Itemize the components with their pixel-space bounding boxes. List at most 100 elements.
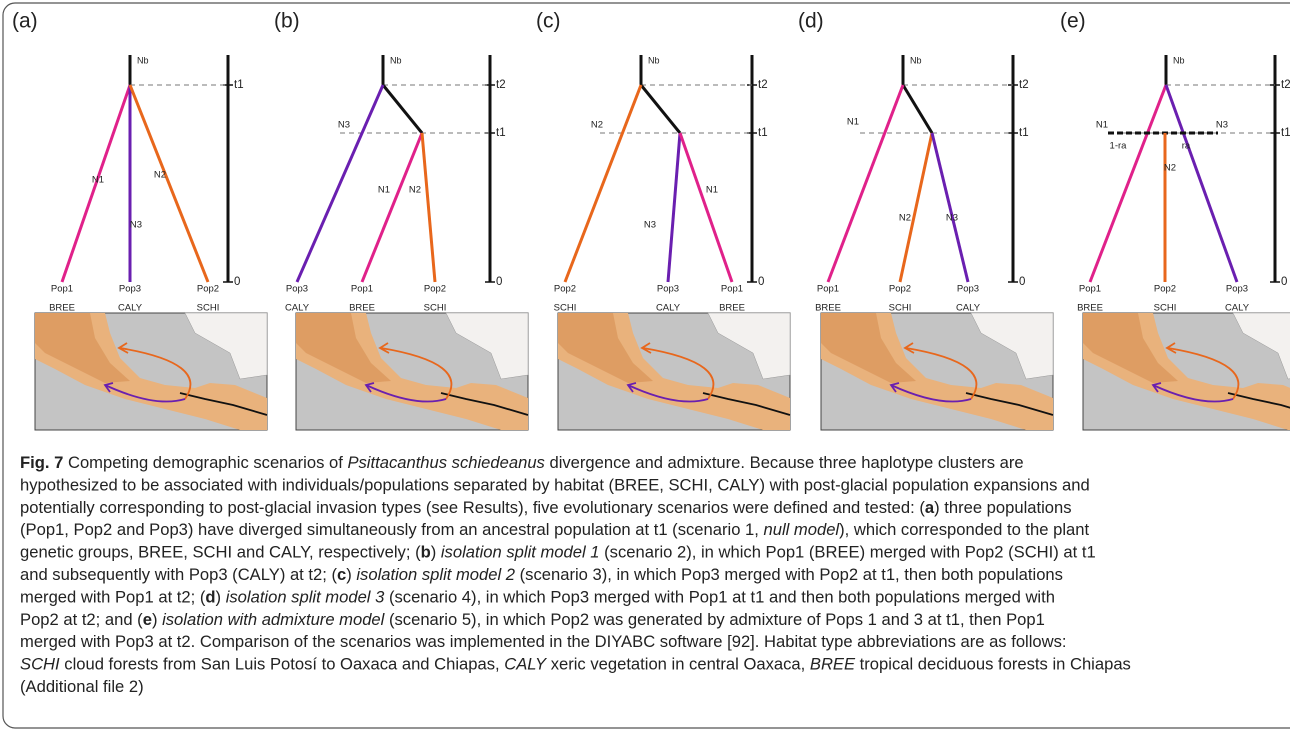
caption-line: Fig. 7 Competing demographic scenarios o…: [20, 453, 1024, 472]
branch-label: N3: [1216, 120, 1228, 131]
population-label: Pop2: [889, 284, 911, 295]
map: [35, 313, 267, 430]
time-label: t1: [758, 127, 768, 139]
habitat-label: CALY: [118, 303, 143, 314]
caption-text: (Pop1, Pop2 and Pop3) have diverged simu…: [20, 521, 763, 540]
habitat-label: SCHI: [1154, 303, 1177, 314]
habitat-label: SCHI: [424, 303, 447, 314]
branch-label: N3: [130, 220, 142, 231]
caption-line: potentially corresponding to post-glacia…: [20, 498, 1072, 517]
population-label: Pop1: [817, 284, 839, 295]
time-label: t2: [496, 79, 506, 91]
map: [558, 313, 790, 430]
caption-line: hypothesized to be associated with indiv…: [20, 476, 1090, 495]
figure: (a) Nb t1 0 N1 N3 N2 Pop1 BREE Pop3 CALY Pop2 SCHI (b…: [0, 0, 1290, 733]
branch-label: N2: [409, 185, 421, 196]
caption-text: (scenario 3), in which Pop3 merged with …: [515, 565, 1063, 584]
habitat-label: SCHI: [554, 303, 577, 314]
caption-text: ), which corresponded to the plant: [839, 521, 1089, 540]
tree-branch: [297, 85, 383, 282]
tree-branch: [932, 133, 968, 282]
tree-branch: [900, 133, 932, 282]
caption-text: ) three populations: [934, 498, 1071, 517]
tree-branch: [362, 133, 422, 282]
map: [821, 313, 1053, 430]
branch-label: 1-ra: [1110, 141, 1128, 152]
branch-label: N3: [644, 220, 656, 231]
caption-text: (scenario 2), in which Pop1 (BREE) merge…: [600, 543, 1096, 562]
caption-line: (Additional file 2): [20, 677, 144, 696]
branch-label: N3: [338, 120, 350, 131]
tree-branch: [903, 85, 932, 133]
caption-text: ): [216, 588, 226, 607]
population-label: Pop1: [1079, 284, 1101, 295]
branch-label: N2: [1164, 163, 1176, 174]
habitat-label: BREE: [719, 303, 745, 314]
caption-line: Pop2 at t2; and (e) isolation with admix…: [20, 610, 1045, 629]
caption-text: BREE: [810, 655, 856, 674]
caption-line: genetic groups, BREE, SCHI and CALY, res…: [20, 543, 1096, 562]
tree-branch: [565, 85, 641, 282]
time-label: t1: [1019, 127, 1029, 139]
caption-text: Fig. 7: [20, 453, 63, 472]
map: [1083, 313, 1290, 430]
population-label: Pop3: [286, 284, 308, 295]
time-label: 0: [1281, 276, 1287, 288]
habitat-label: SCHI: [197, 303, 220, 314]
caption-line: (Pop1, Pop2 and Pop3) have diverged simu…: [20, 521, 1089, 540]
caption-line: merged with Pop3 at t2. Comparison of th…: [20, 633, 1067, 652]
branch-label: N2: [591, 120, 603, 131]
caption-text: SCHI: [20, 655, 60, 674]
population-label: Pop3: [1226, 284, 1248, 295]
caption-text: cloud forests from San Luis Potosí to Oa…: [60, 655, 505, 674]
time-label: 0: [496, 276, 502, 288]
habitat-label: CALY: [285, 303, 310, 314]
tree-branch: [828, 85, 903, 282]
population-label: Pop3: [957, 284, 979, 295]
panel-label: (d): [798, 10, 824, 33]
caption-text: null model: [763, 521, 840, 540]
root-label: Nb: [910, 55, 922, 65]
tree-branch: [680, 133, 732, 282]
caption-text: isolation split model 1: [441, 543, 600, 562]
time-label: t1: [1281, 127, 1290, 139]
tree-branch: [668, 133, 680, 282]
habitat-label: BREE: [1077, 303, 1103, 314]
caption-text: and subsequently with Pop3 (CALY) at t2;…: [20, 565, 337, 584]
caption-text: (Additional file 2): [20, 677, 144, 696]
caption-text: c: [337, 565, 346, 584]
caption-text: ): [346, 565, 356, 584]
branch-label: ra: [1182, 141, 1191, 152]
caption-text: d: [205, 588, 215, 607]
caption-text: (scenario 5), in which Pop2 was generate…: [384, 610, 1044, 629]
time-label: t1: [496, 127, 506, 139]
habitat-label: SCHI: [889, 303, 912, 314]
branch-label: N1: [706, 185, 718, 196]
caption-text: Psittacanthus schiedeanus: [347, 453, 544, 472]
caption-text: ): [431, 543, 441, 562]
caption-text: potentially corresponding to post-glacia…: [20, 498, 925, 517]
root-label: Nb: [137, 55, 149, 65]
population-label: Pop3: [657, 284, 679, 295]
tree-branch: [130, 85, 208, 282]
caption-text: CALY: [504, 655, 548, 674]
map: [296, 313, 528, 430]
population-label: Pop2: [1154, 284, 1176, 295]
branch-label: N2: [154, 170, 166, 181]
tree-branch: [1166, 85, 1237, 282]
habitat-label: CALY: [956, 303, 981, 314]
time-label: t2: [1019, 79, 1029, 91]
caption-text: ): [152, 610, 162, 629]
caption-text: xeric vegetation in central Oaxaca,: [546, 655, 810, 674]
caption-text: Competing demographic scenarios of: [63, 453, 347, 472]
time-label: 0: [1019, 276, 1025, 288]
panel-label: (e): [1060, 10, 1086, 33]
population-label: Pop1: [351, 284, 373, 295]
caption-text: isolation split model 3: [226, 588, 385, 607]
panel-label: (b): [274, 10, 300, 33]
time-label: 0: [758, 276, 764, 288]
branch-label: N3: [946, 213, 958, 224]
panel-label: (a): [12, 10, 38, 33]
tree-branch: [641, 85, 680, 133]
habitat-label: CALY: [656, 303, 681, 314]
